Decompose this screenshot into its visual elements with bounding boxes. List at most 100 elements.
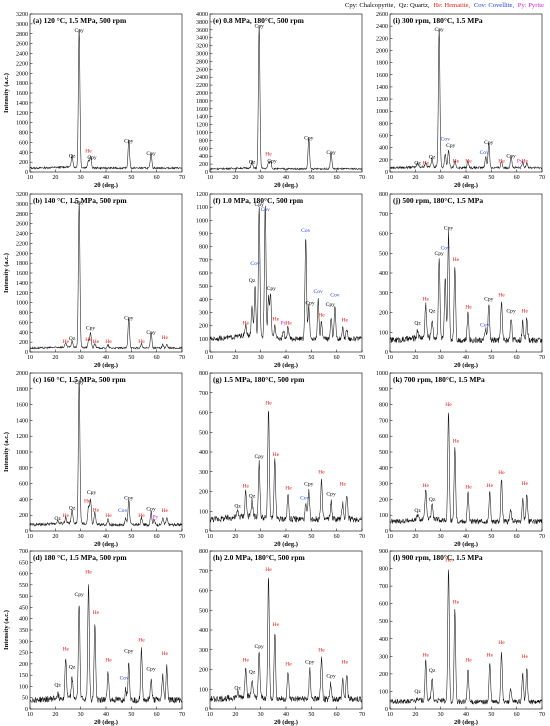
panel-title: (b) 140 °C, 1.5 MPa, 500 rpm [33,196,127,205]
x-tick-label: 50 [308,175,314,181]
x-tick-label: 10 [207,175,213,181]
xrd-trace [209,577,363,703]
y-tick-label: 400 [379,146,388,152]
x-tick-label: 20 [412,355,418,361]
x-tick-label: 10 [387,355,393,361]
y-tick-label: 100 [199,509,208,515]
y-tick-label: 1100 [196,205,208,211]
peak-label-qz: Qz [414,161,421,167]
peak-label-he: He [318,648,325,654]
y-tick-label: 2000 [16,71,28,77]
y-tick-label: 2800 [16,212,28,218]
peak-label-cpy: Cpy [74,28,84,34]
y-tick-label: 300 [199,311,208,317]
y-tick-label: 800 [19,131,28,137]
y-tick-label: 600 [379,434,388,440]
y-tick-label: 250 [19,651,28,657]
y-tick-label: 700 [19,549,28,555]
y-tick-label: 2600 [16,42,28,48]
y-tick-label: 2000 [16,371,28,377]
phase-legend: Cpy: Chalcopyrite, Qz: Quartz, He: Hemat… [343,2,544,9]
plot-frame [209,193,363,353]
plot-frame [389,13,543,173]
y-tick-label: 0 [205,529,208,535]
xrd-trace [29,201,183,350]
y-tick-label: 700 [199,391,208,397]
x-tick-label: 60 [334,712,340,718]
y-tick-label: 500 [379,251,388,257]
y-tick-label: 1000 [196,218,208,224]
x-tick-label: 20 [52,175,58,181]
y-tick-label: 200 [19,160,28,166]
peak-label-qz: Qz [69,664,76,670]
y-tick-label: 2800 [16,32,28,38]
x-tick-label: 50 [308,712,314,718]
x-tick-label: 40 [463,355,469,361]
x-tick-label: 30 [438,712,444,718]
x-tick-label: 40 [463,175,469,181]
x-tick-label: 20 [232,175,238,181]
panel-title: (k) 700 rpm, 180°C, 1.5 MPa [393,375,485,384]
x-tick-label: 30 [258,534,264,540]
y-tick-label: 1400 [376,85,388,91]
peak-label-cpy: Cpy [254,454,264,460]
peak-label-he: He [422,297,429,303]
y-tick-label: 700 [379,212,388,218]
y-tick-label: 3200 [16,192,28,198]
peak-label-he: He [318,470,325,476]
xrd-trace [209,25,363,171]
peak-label-he: He [342,318,349,324]
plot-frame [389,550,543,710]
peak-label-he: He [339,482,346,488]
x-tick-label: 40 [463,534,469,540]
y-tick-label: 1600 [376,73,388,79]
y-tick-label: 3600 [196,28,208,34]
peak-label-cpy: Cpy [74,380,84,386]
peak-label-cpy: Cpy [446,143,456,149]
y-tick-label: 400 [19,617,28,623]
x-tick-label: 10 [27,355,33,361]
peak-label-he: He [93,339,100,345]
legend-item-cov: Cov: Covellite, [473,2,515,9]
y-tick-label: 1200 [16,291,28,297]
y-tick-label: 700 [379,418,388,424]
plot-frame [389,372,543,532]
peak-label-he: He [285,486,292,492]
peak-label-he: He [342,660,349,666]
peak-label-qz: Qz [414,320,421,326]
y-tick-label: 300 [379,654,388,660]
y-tick-label: 0 [205,350,208,356]
peak-label-cpy: Cpy [87,155,97,161]
y-tick-label: 3000 [16,202,28,208]
y-tick-label: 800 [199,245,208,251]
peak-label-cpy: Cpy [444,226,454,232]
panel-title: (j) 500 rpm, 180°C, 1.5 MPa [393,196,483,205]
x-tick-label: 40 [463,712,469,718]
legend-item-qz: Qz: Quartz, [398,2,430,9]
plot-frame [389,193,543,353]
y-tick-label: 700 [199,569,208,575]
legend-item-he: He: Hematite, [433,2,471,9]
peak-label-he: He [62,646,69,652]
y-tick-label: 1200 [376,97,388,103]
peak-label-he: He [273,316,280,322]
peak-label-cov: Cov [261,207,271,213]
x-tick-label: 50 [128,534,134,540]
y-tick-label: 1800 [16,261,28,267]
y-tick-label: 100 [379,330,388,336]
peak-label-cpy: Cpy [86,325,96,331]
x-tick-label: 50 [308,355,314,361]
y-tick-label: 200 [379,158,388,164]
x-tick-label: 20 [232,712,238,718]
y-tick-label: 200 [199,490,208,496]
peak-label-qz: Qz [54,516,61,522]
y-tick-label: 2000 [16,251,28,257]
xrd-panel-1: 0 200 400 600 800 1000 1200 1400 1600 1800 2000 220… [3,12,185,189]
peak-label-cpy: Cpy [484,140,494,146]
y-tick-label: 1200 [16,434,28,440]
peak-label-cpy: Cpy [124,495,134,501]
y-tick-label: 600 [199,589,208,595]
y-tick-label: 400 [19,150,28,156]
x-tick-label: 70 [539,175,545,181]
